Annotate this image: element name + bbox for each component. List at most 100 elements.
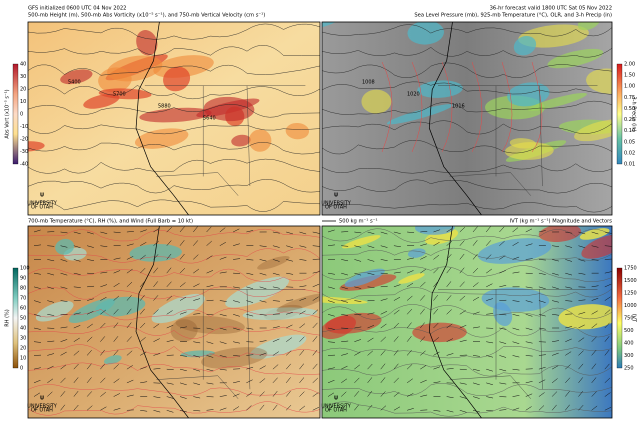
wind-barb — [73, 390, 79, 397]
ivt-vector — [393, 406, 401, 411]
wind-barb — [246, 327, 254, 330]
wind-barb — [140, 229, 147, 233]
ivt-vector — [354, 364, 361, 370]
ivt-vector — [420, 295, 426, 301]
ivt-vector — [367, 337, 374, 342]
ivt-vector — [367, 390, 373, 397]
ivt-vector — [552, 340, 560, 342]
wind-barb — [73, 404, 79, 411]
wind-barb — [113, 231, 121, 233]
wind-barb — [233, 327, 240, 331]
ivt-vector — [367, 312, 375, 315]
ivt-vector — [327, 229, 335, 233]
contour — [322, 81, 612, 95]
colorbar-tick-label: 500 — [624, 328, 634, 334]
wind-barb — [206, 355, 214, 358]
wind-barb — [33, 405, 40, 411]
contour — [28, 248, 320, 264]
contour — [28, 384, 320, 396]
contour-label: 5700 — [113, 92, 126, 98]
wind-barb — [272, 272, 280, 276]
border — [438, 85, 598, 196]
wind-barb — [206, 255, 213, 260]
logo-letter: U — [40, 396, 44, 402]
panel-frame — [27, 21, 321, 216]
ivt-vector — [486, 254, 492, 260]
ivt-vector — [604, 336, 610, 342]
ivt-vector — [341, 314, 349, 316]
ivt-vector — [459, 324, 467, 329]
ivt-vector — [538, 366, 546, 370]
ivt-vector — [420, 322, 425, 329]
ivt-vector — [420, 281, 426, 288]
wind-barb — [33, 300, 41, 303]
wind-barb — [139, 294, 145, 301]
wind-barb — [166, 324, 174, 329]
colorbar-tick-label: 20 — [20, 87, 26, 93]
wind-barb — [113, 322, 119, 329]
colorbar-tick-label: 40 — [20, 62, 26, 68]
shaded-field — [361, 89, 392, 114]
wind-barb — [87, 298, 94, 301]
ivt-vector — [354, 259, 362, 262]
shaded-field — [170, 319, 198, 342]
ivt-vector — [393, 271, 401, 274]
wind-barb — [126, 336, 132, 342]
contour-label: 1020 — [407, 92, 420, 98]
wind-barb — [47, 272, 55, 276]
ivt-vector — [551, 391, 558, 397]
wind-barb — [166, 310, 173, 315]
ivt-vector — [525, 314, 533, 317]
ivt-vector — [380, 231, 388, 235]
logo-text: OF UTAH — [31, 205, 53, 211]
ivt-vector — [341, 391, 347, 397]
logo-text: UNIVERSITY — [27, 404, 58, 410]
ivt-vector — [525, 286, 533, 289]
ivt-vector — [433, 410, 441, 412]
wind-barb — [206, 226, 212, 233]
ivt-vector — [565, 377, 571, 384]
shaded-field — [398, 273, 425, 284]
colorbar-tick-label: 0.01 — [624, 162, 635, 168]
wind-barb — [73, 337, 80, 342]
wind-barb — [86, 377, 92, 384]
colorbar-tick-label: 1500 — [624, 278, 637, 284]
wind-barb — [299, 349, 305, 356]
shaded-field — [68, 298, 115, 323]
ivt-vector — [367, 363, 373, 370]
ivt-vector — [565, 390, 570, 397]
wind-barb — [272, 300, 280, 302]
wind-barb — [126, 295, 132, 301]
contour-label: 5400 — [68, 80, 81, 86]
wind-barb — [60, 364, 67, 370]
ivt-vector — [512, 227, 519, 233]
ivt-vector — [393, 322, 400, 329]
wind-barb — [312, 377, 318, 384]
shaded-field — [257, 256, 290, 270]
ivt-vector — [578, 245, 586, 249]
shaded-field — [341, 235, 381, 249]
wind-barb — [259, 391, 265, 397]
ivt-vector — [433, 267, 439, 274]
wind-barb — [206, 240, 212, 246]
colorbar-tick-label: 90 — [20, 276, 26, 282]
contour — [381, 61, 393, 153]
wind-barb — [47, 300, 55, 303]
ivt-vector — [499, 270, 506, 274]
ivt-vector — [565, 326, 573, 329]
ivt-vector — [565, 245, 573, 248]
wind-barb — [193, 240, 199, 246]
shaded-field — [477, 238, 552, 264]
ivt-vector — [380, 336, 387, 342]
contour — [322, 100, 612, 115]
ivt-vector — [446, 410, 454, 413]
wind-barb — [140, 351, 147, 356]
ivt-vector — [367, 272, 375, 275]
wind-barb — [272, 259, 280, 262]
ivt-vector — [354, 272, 362, 276]
colorbar-tick-label: 1.50 — [624, 73, 635, 79]
shaded-field — [527, 92, 587, 111]
colorbar-label: 3-h Precip (in) — [631, 96, 637, 131]
ivt-vector — [565, 338, 572, 342]
